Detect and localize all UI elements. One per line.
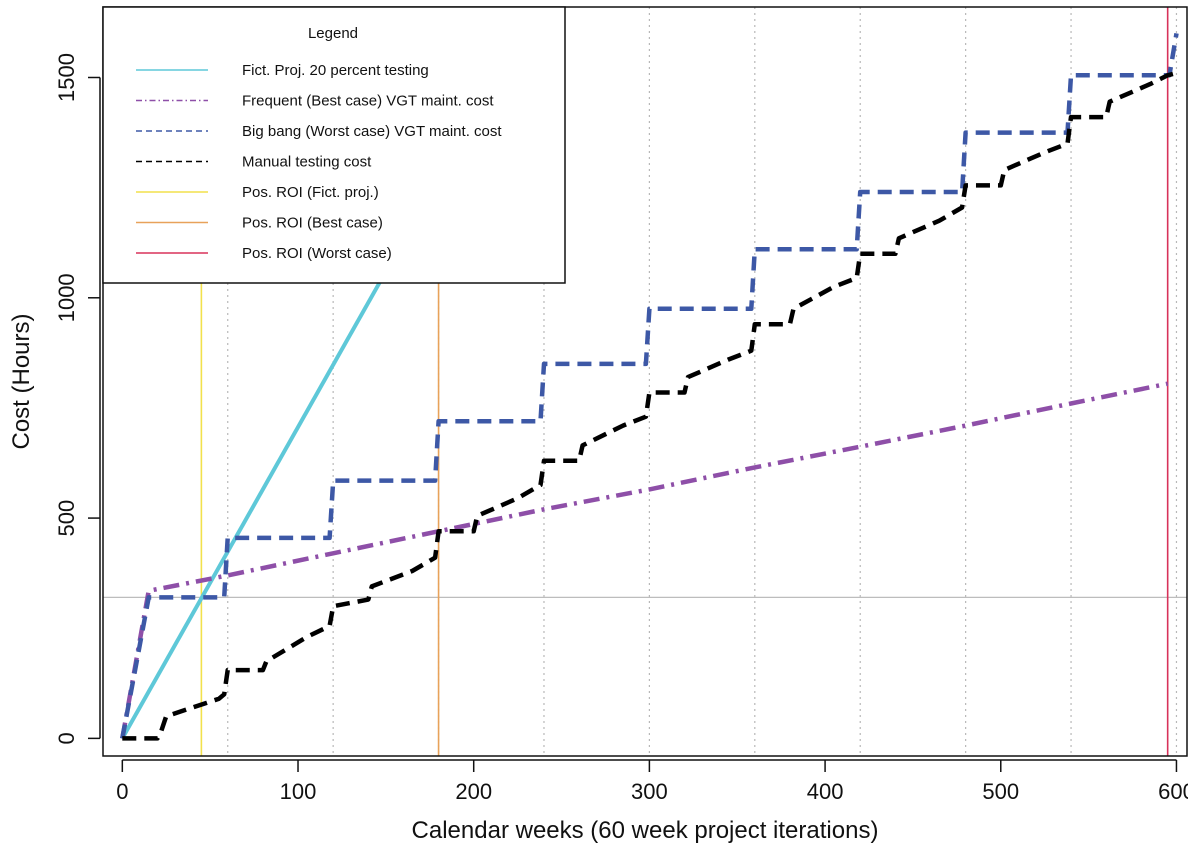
legend-entries: Fict. Proj. 20 percent testing Frequent (… <box>136 62 502 262</box>
x-axis: 0 100 200 300 400 500 600 <box>116 759 1188 804</box>
legend-entry-4: Pos. ROI (Fict. proj.) <box>136 184 379 201</box>
x-tick-label: 300 <box>631 779 668 804</box>
legend-label: Big bang (Worst case) VGT maint. cost <box>242 123 502 140</box>
x-tick-label: 400 <box>807 779 844 804</box>
x-tick-label: 200 <box>455 779 492 804</box>
series-line-1 <box>120 381 1169 739</box>
x-tick-label: 500 <box>982 779 1019 804</box>
legend-box <box>102 6 566 284</box>
legend-label: Pos. ROI (Worst case) <box>242 245 392 262</box>
legend-title: Legend <box>308 25 358 42</box>
series-line-0 <box>120 270 388 740</box>
legend-label: Frequent (Best case) VGT maint. cost <box>242 93 494 110</box>
x-tick-label: 600 <box>1158 779 1188 804</box>
legend-entry-2: Big bang (Worst case) VGT maint. cost <box>136 123 502 140</box>
legend-label: Pos. ROI (Best case) <box>242 215 383 232</box>
y-axis-title: Cost (Hours) <box>8 313 35 449</box>
y-tick-label: 500 <box>54 500 79 537</box>
y-axis: 0 500 1000 1500 <box>54 53 101 745</box>
plot-frame <box>102 6 1188 757</box>
y-tick-label: 1000 <box>54 273 79 322</box>
x-axis-title: Calendar weeks (60 week project iteratio… <box>412 817 879 844</box>
x-tick-label: 0 <box>116 779 128 804</box>
legend: Legend Fict. Proj. 20 percent testing Fre… <box>102 6 566 284</box>
legend-entry-6: Pos. ROI (Worst case) <box>136 245 392 262</box>
legend-entry-0: Fict. Proj. 20 percent testing <box>136 62 429 79</box>
series-line-2 <box>120 33 1179 739</box>
legend-entry-5: Pos. ROI (Best case) <box>136 215 383 232</box>
legend-label: Manual testing cost <box>242 154 372 171</box>
y-tick-label: 1500 <box>54 53 79 102</box>
y-tick-label: 0 <box>54 732 79 744</box>
legend-label: Pos. ROI (Fict. proj.) <box>242 184 379 201</box>
legend-entry-3: Manual testing cost <box>136 154 372 171</box>
series-lines <box>120 33 1179 741</box>
series-line-3 <box>122 70 1178 741</box>
legend-label: Fict. Proj. 20 percent testing <box>242 62 429 79</box>
x-tick-label: 100 <box>280 779 317 804</box>
legend-entry-1: Frequent (Best case) VGT maint. cost <box>136 93 494 110</box>
